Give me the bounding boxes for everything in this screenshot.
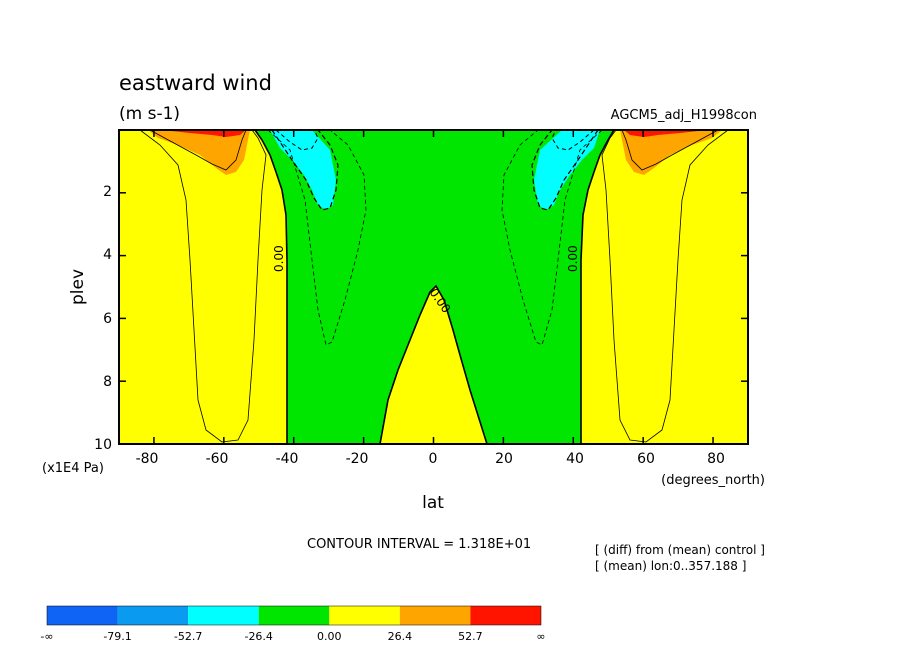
contour-positive-north-mid	[621, 130, 719, 171]
contour-negative-north-inner	[531, 130, 599, 211]
contour-label-zero-south: 0.00	[272, 245, 286, 272]
x-tick-label: 40	[566, 451, 584, 467]
y-axis-units: (x1E4 Pa)	[42, 461, 104, 476]
contour-negative-south-inner	[271, 130, 339, 211]
colorbar-label: -∞	[40, 630, 53, 643]
colorbar-swatch	[258, 606, 330, 625]
contour-label-zero-north: 0.00	[566, 245, 580, 272]
x-ticks	[153, 130, 714, 444]
region-cyan-south	[270, 130, 336, 210]
colorbar-labels: -∞ -79.1 -52.7 -26.4 0.00 26.4 52.7 ∞	[40, 630, 545, 643]
contour-zero-north	[580, 130, 615, 444]
contour-negative-south-core	[275, 130, 319, 151]
note-diff: [ (diff) from (mean) control ]	[595, 543, 765, 557]
chart-units: (m s-1)	[119, 104, 180, 124]
contour-interval: CONTOUR INTERVAL = 1.318E+01	[307, 537, 531, 552]
y-ticks	[119, 192, 748, 445]
colorbar-frame	[46, 605, 542, 626]
note-mean: [ (mean) lon:0..357.188 ]	[595, 559, 746, 573]
y-axis-label: plev	[68, 269, 88, 305]
x-tick-label: 0	[429, 451, 438, 467]
colorbar-swatch	[188, 606, 259, 625]
x-tick-label: -80	[136, 451, 159, 467]
y-tick-label: 6	[103, 311, 112, 327]
chart-title: eastward wind	[119, 71, 272, 95]
contour-positive-north-outer	[601, 130, 729, 443]
contour-negative-south-outer	[267, 130, 367, 346]
colorbar-swatch	[47, 606, 118, 625]
region-orange-north	[620, 130, 722, 175]
contour-negative-north-outer	[501, 130, 603, 346]
region-orange-south	[148, 130, 250, 175]
contour-zero-equator	[379, 284, 488, 444]
y-tick-label: 8	[103, 374, 112, 390]
y-tick-label: 10	[94, 437, 112, 453]
colorbar-swatch	[117, 606, 189, 625]
x-tick-label: -60	[206, 451, 229, 467]
x-axis-label: lat	[422, 493, 444, 513]
x-tick-label: 20	[495, 451, 513, 467]
x-tick-label: -20	[346, 451, 369, 467]
contour-lines	[139, 130, 729, 444]
contour-negative-north-core	[551, 130, 595, 151]
region-cyan-north	[534, 130, 600, 210]
experiment-name: AGCM5_adj_H1998con	[611, 108, 757, 123]
colorbar-swatch	[470, 606, 541, 625]
colorbar-label: 26.4	[388, 630, 413, 643]
colorbar-swatch	[399, 606, 471, 625]
colorbar-label: ∞	[536, 630, 545, 643]
x-tick-label: 80	[707, 451, 725, 467]
y-tick-label: 4	[103, 247, 112, 263]
contour-positive-south-outer	[139, 130, 267, 443]
x-tick-label: -40	[276, 451, 299, 467]
x-axis-units: (degrees_north)	[661, 473, 765, 488]
region-red-south	[162, 130, 246, 137]
region-red-north	[624, 130, 708, 137]
y-tick-label: 2	[103, 184, 112, 200]
colorbar-label: -26.4	[244, 630, 272, 643]
colorbar-label: 52.7	[458, 630, 483, 643]
contour-positive-south-mid	[149, 130, 247, 171]
x-tick-label: 60	[637, 451, 655, 467]
colorbar-label: 0.00	[317, 630, 342, 643]
colorbar-label: -52.7	[174, 630, 202, 643]
plot-regions	[119, 130, 748, 444]
colorbar-label: -79.1	[103, 630, 131, 643]
colorbar-swatch	[329, 606, 400, 625]
contour-zero-south	[254, 130, 288, 444]
colorbar	[46, 605, 542, 626]
